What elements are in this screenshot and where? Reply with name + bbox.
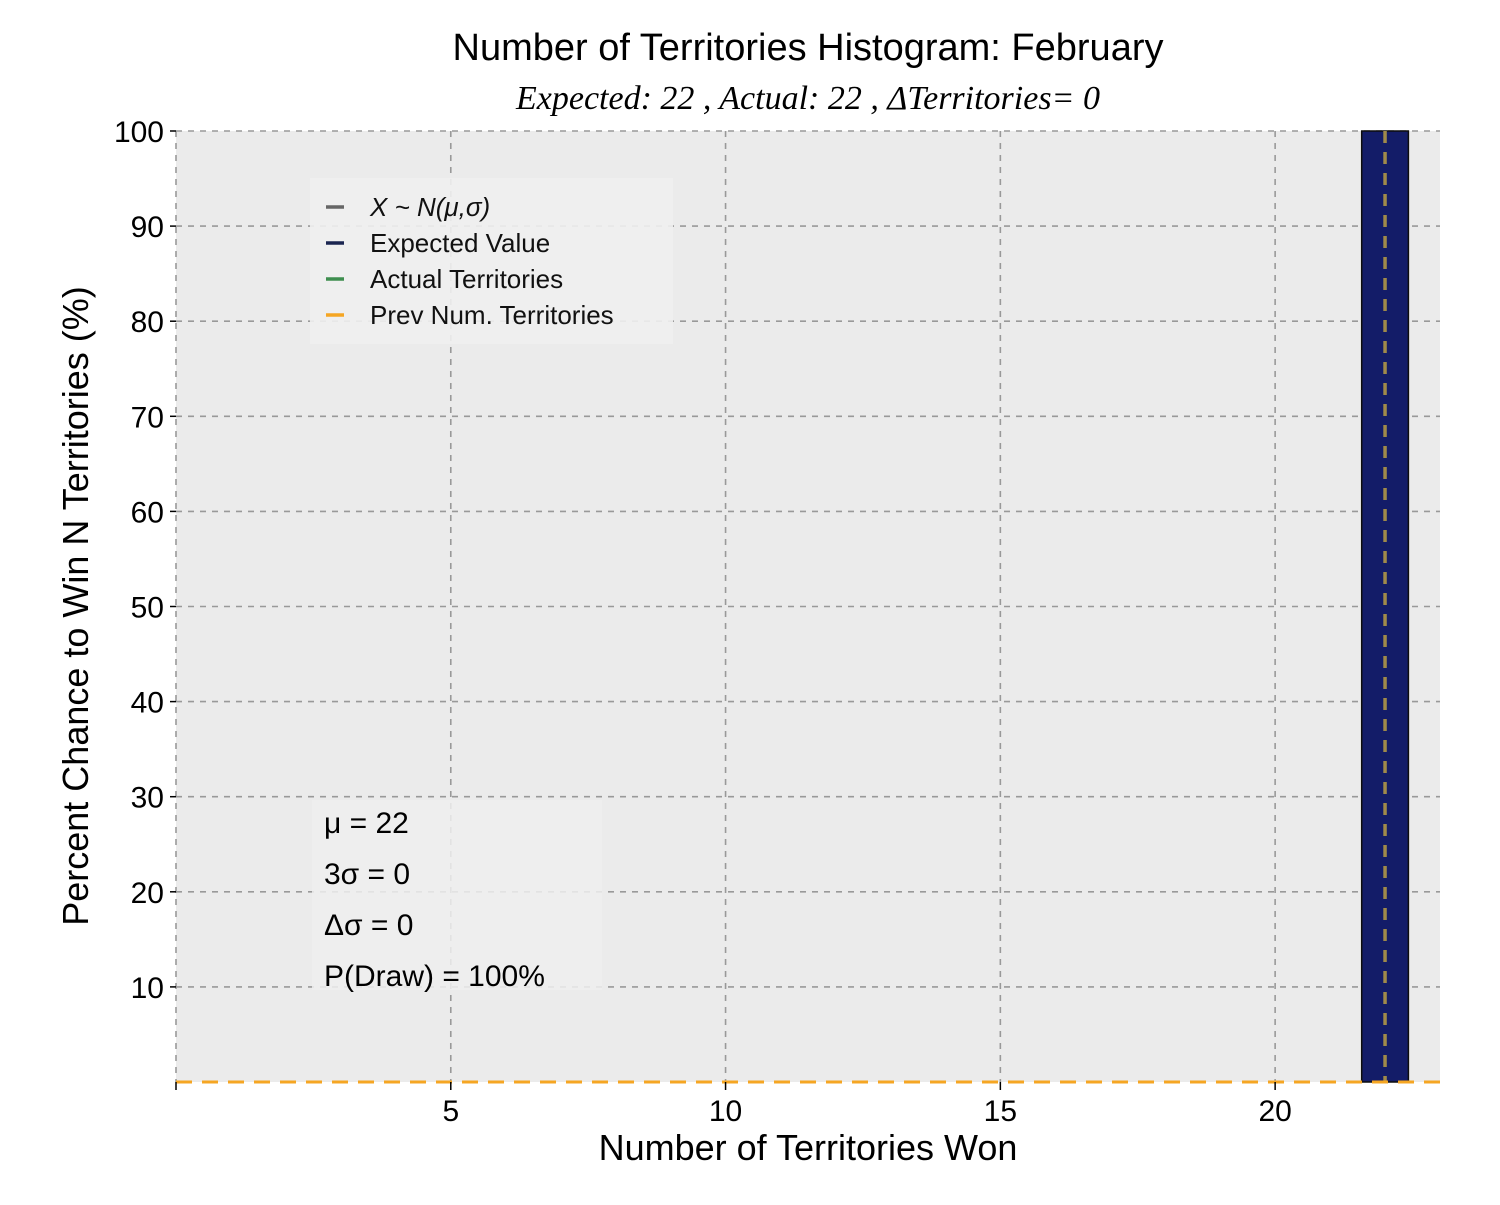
x-tick-label: 15 — [984, 1095, 1017, 1128]
stats-box: μ = 22 3σ = 0 Δσ = 0 P(Draw) = 100% — [312, 800, 602, 993]
plot-area: 10 20 30 40 50 60 70 80 90 100 5 10 15 20 X ~ N(μ,σ) Ex… — [114, 116, 1440, 1128]
legend-box — [310, 178, 673, 344]
legend: X ~ N(μ,σ) Expected Value Actual Territori… — [310, 178, 673, 344]
y-tick-label: 100 — [114, 116, 164, 149]
x-tick-label: 10 — [709, 1095, 742, 1128]
y-tick-label: 70 — [131, 401, 164, 434]
legend-label: Actual Territories — [370, 264, 563, 294]
y-axis-label: Percent Chance to Win N Territories (%) — [55, 286, 96, 926]
y-tick-label: 90 — [131, 211, 164, 244]
x-tick-label: 20 — [1258, 1095, 1291, 1128]
legend-label: X ~ N(μ,σ) — [369, 192, 490, 222]
y-tick-label: 80 — [131, 306, 164, 339]
stats-background — [312, 800, 602, 990]
stats-line: Δσ = 0 — [324, 909, 413, 942]
legend-label: Prev Num. Territories — [370, 300, 614, 330]
y-tick-label: 40 — [131, 687, 164, 720]
stats-line: μ = 22 — [324, 807, 409, 840]
chart-subtitle: Expected: 22 , Actual: 22 , ΔTerritories… — [515, 80, 1100, 117]
x-tick-label: 5 — [442, 1095, 459, 1128]
legend-label: Expected Value — [370, 228, 550, 258]
stats-line: P(Draw) = 100% — [324, 960, 545, 993]
y-tick-label: 30 — [131, 782, 164, 815]
stats-line: 3σ = 0 — [324, 858, 410, 891]
y-tick-label: 50 — [131, 592, 164, 625]
y-tick-label: 20 — [131, 877, 164, 910]
y-tick-label: 10 — [131, 972, 164, 1005]
x-axis-label: Number of Territories Won — [599, 1127, 1018, 1168]
chart-title: Number of Territories Histogram: Februar… — [453, 27, 1164, 69]
y-tick-label: 60 — [131, 496, 164, 529]
